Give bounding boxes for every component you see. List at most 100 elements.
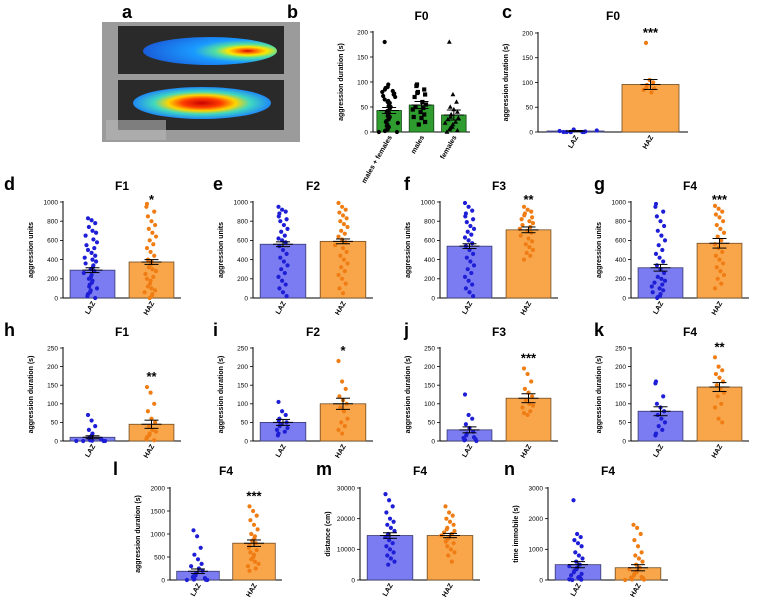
data-point xyxy=(384,510,389,515)
data-point xyxy=(410,107,415,112)
data-point xyxy=(471,293,476,299)
data-point xyxy=(281,222,286,228)
data-point xyxy=(658,219,663,224)
data-point xyxy=(636,556,642,561)
data-point xyxy=(463,214,468,219)
data-point xyxy=(345,224,350,230)
data-point xyxy=(149,219,154,224)
data-point xyxy=(152,401,157,406)
y-axis-label: aggression duration (s) xyxy=(405,356,412,434)
data-point xyxy=(153,429,159,434)
data-point xyxy=(392,528,397,534)
data-point xyxy=(530,239,535,244)
panel-letter: k xyxy=(594,320,605,340)
panel-letter: n xyxy=(504,459,515,479)
y-tick-label: 1000 xyxy=(44,199,59,206)
data-point xyxy=(471,263,477,268)
data-point xyxy=(715,234,720,239)
data-point xyxy=(528,409,533,414)
y-tick-label: 400 xyxy=(237,257,248,264)
y-tick-label: 100 xyxy=(522,80,533,87)
data-point xyxy=(153,269,159,274)
data-point xyxy=(469,270,474,276)
data-point xyxy=(448,547,453,552)
data-point xyxy=(657,286,662,291)
y-tick-label: 150 xyxy=(522,55,533,62)
data-point xyxy=(94,286,100,291)
data-point xyxy=(248,518,253,523)
y-tick-label: 20000 xyxy=(337,516,355,523)
data-point xyxy=(86,427,91,432)
y-tick-label: 200 xyxy=(237,364,248,371)
data-point xyxy=(643,40,649,46)
y-tick-label: 0 xyxy=(622,295,626,302)
data-point xyxy=(660,247,665,253)
data-point xyxy=(557,128,562,134)
significance-label: * xyxy=(149,192,155,207)
y-tick-label: 800 xyxy=(615,219,626,226)
data-point xyxy=(388,556,393,561)
data-point xyxy=(92,245,97,251)
x-category-label: LAZ xyxy=(461,443,474,459)
chart-title: F4 xyxy=(601,464,615,478)
data-point xyxy=(149,286,154,291)
data-point xyxy=(570,577,575,583)
x-category-label: males xyxy=(410,134,426,155)
data-point xyxy=(576,553,582,558)
data-point xyxy=(91,237,96,242)
data-point xyxy=(205,577,210,583)
data-point xyxy=(276,204,281,209)
data-point xyxy=(343,386,348,392)
y-axis-label: distance (cm) xyxy=(325,511,332,556)
y-tick-label: 30000 xyxy=(337,485,355,492)
y-tick-label: 1000 xyxy=(234,199,249,206)
data-point xyxy=(256,561,261,567)
data-point xyxy=(719,238,724,243)
data-point xyxy=(390,541,395,546)
data-point xyxy=(385,553,390,558)
data-point xyxy=(659,233,664,238)
data-point xyxy=(255,527,260,532)
data-point xyxy=(392,559,397,564)
data-point xyxy=(279,267,284,272)
data-point xyxy=(450,121,456,127)
data-point xyxy=(254,548,259,553)
data-point xyxy=(340,431,345,436)
data-point xyxy=(344,249,349,255)
data-point xyxy=(656,424,661,429)
data-point xyxy=(184,577,189,583)
data-point xyxy=(343,281,348,286)
data-point xyxy=(152,209,157,214)
significance-label: *** xyxy=(246,488,262,503)
data-point xyxy=(143,271,148,277)
data-point xyxy=(387,538,392,543)
data-point xyxy=(721,261,726,266)
panel-letter: j xyxy=(403,320,409,340)
data-point xyxy=(462,274,468,279)
data-point xyxy=(716,416,721,421)
data-point xyxy=(452,528,457,534)
data-point xyxy=(717,257,722,262)
data-point xyxy=(454,99,459,104)
data-point xyxy=(445,544,450,549)
y-tick-label: 0 xyxy=(54,438,58,445)
data-point xyxy=(285,226,290,231)
data-point xyxy=(718,226,723,231)
data-point xyxy=(447,510,452,515)
data-point xyxy=(468,223,473,229)
y-tick-label: 150 xyxy=(615,383,626,390)
data-point xyxy=(247,504,252,509)
data-point xyxy=(655,274,660,279)
data-point xyxy=(393,94,398,100)
data-point xyxy=(466,238,471,243)
data-point xyxy=(530,221,536,226)
data-point xyxy=(462,392,468,397)
data-point xyxy=(455,127,460,133)
data-point xyxy=(148,249,153,255)
panel-letter: f xyxy=(404,174,411,194)
data-point xyxy=(339,420,344,425)
x-category-label: HAZ xyxy=(334,300,348,317)
y-tick-label: 400 xyxy=(615,257,626,264)
